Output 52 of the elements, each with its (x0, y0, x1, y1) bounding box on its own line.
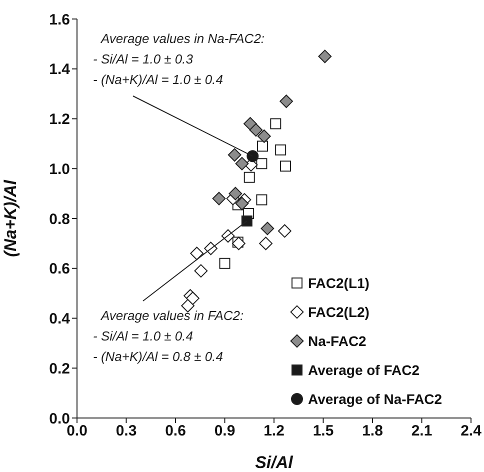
point (194, 264, 208, 278)
x-tick-label: 2.1 (411, 422, 432, 440)
point (244, 172, 255, 183)
point (270, 118, 282, 130)
point (241, 215, 252, 226)
point (318, 50, 332, 64)
y-tick-label: 0.2 (49, 360, 70, 378)
point (259, 236, 272, 250)
point (280, 94, 294, 108)
legend-label: Na-FAC2 (308, 332, 366, 348)
legend-label: Average of FAC2 (308, 362, 420, 378)
point (228, 186, 242, 200)
legend-label: FAC2(L2) (308, 304, 370, 320)
point (235, 156, 249, 170)
point (186, 292, 200, 305)
y-tick-label: 1.2 (49, 111, 70, 128)
y-tick-label: 1.0 (49, 160, 70, 178)
y-axis-title: (Na+K)/Al (1, 178, 20, 257)
x-axis-title: Si/Al (255, 453, 294, 472)
point (246, 150, 259, 162)
point (256, 194, 268, 206)
x-tick-label: 1.5 (312, 422, 334, 440)
y-tick-label: 1.6 (49, 11, 70, 28)
y-tick-label: 1.4 (49, 61, 71, 78)
legend-label: Average of Na-FAC2 (308, 390, 442, 406)
point (278, 224, 292, 238)
x-tick-label: 0.3 (116, 422, 137, 440)
point (212, 192, 226, 206)
x-tick-label: 1.2 (264, 422, 284, 440)
y-tick-label: 0.8 (49, 210, 70, 228)
point (280, 160, 291, 172)
annotation: Average values in Na-FAC2: - Si/Al = 1.0 ± 0.3 - (Na+K)/Al = 1.0 ± 0.4 (93, 31, 265, 87)
x-tick-label: 0.9 (214, 422, 236, 440)
point (256, 158, 268, 170)
legend-label: FAC2(L1) (308, 274, 370, 290)
point (219, 258, 230, 269)
point (228, 148, 242, 162)
y-tick-label: 0.4 (49, 310, 71, 328)
point (232, 236, 246, 250)
x-tick-label: 0.6 (165, 422, 186, 440)
point (260, 222, 274, 236)
x-tick-label: 1.8 (362, 422, 383, 440)
annotation: Average values in FAC2: - Si/Al = 1.0 ± 0.4 - (Na+K)/Al = 0.8 ± 0.4 (93, 308, 244, 364)
point (249, 123, 263, 137)
y-tick-label: 0.6 (49, 260, 70, 278)
point (257, 130, 271, 143)
point (257, 140, 268, 152)
x-tick-label: 2.4 (460, 422, 482, 440)
point (235, 196, 249, 210)
point (190, 246, 204, 260)
x-tick-label: 0.0 (66, 422, 88, 440)
point (275, 144, 286, 156)
